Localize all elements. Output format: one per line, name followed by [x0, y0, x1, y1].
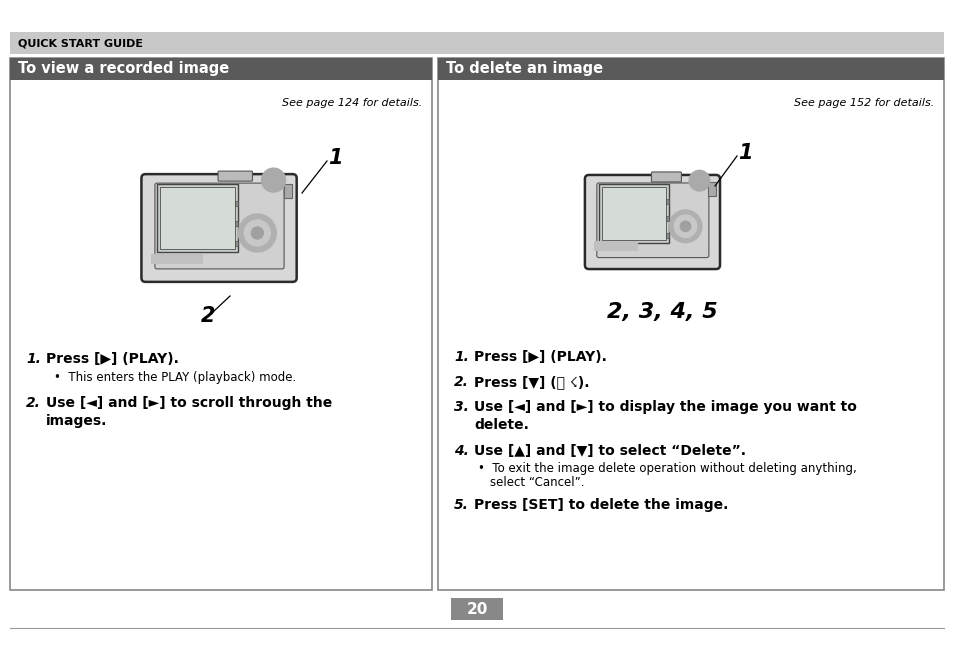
Text: See page 152 for details.: See page 152 for details. [793, 98, 933, 108]
Bar [284, 184, 292, 198]
Text: 2: 2 [200, 306, 215, 326]
Bar [10, 58, 432, 590]
Text: 4.: 4. [454, 444, 468, 458]
Bar [229, 221, 238, 226]
FancyBboxPatch shape [597, 183, 708, 258]
Text: •  This enters the PLAY (playback) mode.: • This enters the PLAY (playback) mode. [54, 371, 296, 384]
FancyBboxPatch shape [154, 183, 284, 269]
Text: Press [▶] (PLAY).: Press [▶] (PLAY). [46, 352, 179, 366]
Text: •  To exit the image delete operation without deleting anything,: • To exit the image delete operation wit… [477, 462, 856, 475]
Bar [660, 199, 668, 204]
Text: 2.: 2. [26, 396, 41, 410]
Text: See page 124 for details.: See page 124 for details. [281, 98, 421, 108]
Bar [157, 184, 238, 252]
Bar [160, 187, 235, 249]
Text: QUICK START GUIDE: QUICK START GUIDE [18, 38, 143, 48]
Circle shape [674, 215, 696, 238]
Text: Use [▲] and [▼] to select “Delete”.: Use [▲] and [▼] to select “Delete”. [474, 444, 745, 458]
Bar [594, 241, 638, 251]
Text: 2, 3, 4, 5: 2, 3, 4, 5 [606, 302, 717, 322]
Bar [152, 254, 203, 264]
Text: Press [▶] (PLAY).: Press [▶] (PLAY). [474, 350, 606, 364]
Circle shape [261, 168, 285, 192]
Bar [229, 201, 238, 206]
FancyBboxPatch shape [651, 172, 680, 182]
Bar [598, 184, 668, 243]
Circle shape [668, 210, 701, 243]
Text: images.: images. [46, 414, 108, 428]
Circle shape [238, 214, 276, 252]
Text: delete.: delete. [474, 418, 528, 432]
Text: To delete an image: To delete an image [446, 61, 602, 76]
Bar [10, 58, 432, 80]
Text: 2.: 2. [454, 375, 468, 389]
Bar [229, 241, 238, 246]
Bar [601, 187, 665, 240]
Text: Use [◄] and [►] to scroll through the: Use [◄] and [►] to scroll through the [46, 396, 332, 410]
FancyBboxPatch shape [218, 171, 253, 181]
Bar [437, 58, 943, 80]
Bar [437, 58, 943, 590]
Text: 5.: 5. [454, 498, 468, 512]
Text: 1.: 1. [454, 350, 468, 364]
FancyBboxPatch shape [141, 174, 296, 282]
Text: 1: 1 [328, 148, 342, 168]
Text: 3.: 3. [454, 400, 468, 414]
Bar [660, 233, 668, 238]
Text: Press [▼] (式 ☇).: Press [▼] (式 ☇). [474, 375, 589, 389]
Circle shape [688, 171, 709, 191]
Bar [708, 182, 716, 196]
FancyBboxPatch shape [584, 175, 720, 269]
Text: select “Cancel”.: select “Cancel”. [490, 476, 584, 489]
Text: 20: 20 [466, 601, 487, 616]
Circle shape [679, 221, 690, 231]
Text: Press [SET] to delete the image.: Press [SET] to delete the image. [474, 498, 727, 512]
Bar [451, 598, 502, 620]
Text: 1.: 1. [26, 352, 41, 366]
Bar [660, 216, 668, 221]
Text: Use [◄] and [►] to display the image you want to: Use [◄] and [►] to display the image you… [474, 400, 856, 414]
Text: To view a recorded image: To view a recorded image [18, 61, 229, 76]
Bar [10, 32, 943, 54]
Text: 1: 1 [737, 143, 752, 163]
Circle shape [244, 220, 270, 246]
Circle shape [251, 227, 263, 239]
